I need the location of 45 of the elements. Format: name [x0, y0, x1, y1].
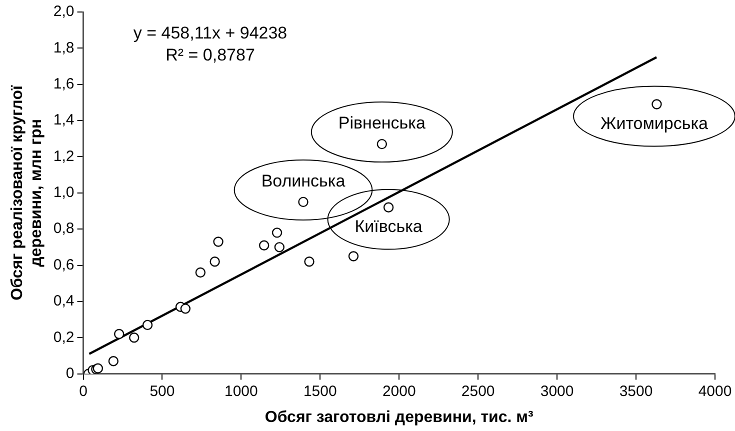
- point: [210, 256, 220, 267]
- x-tick-label: 3000: [540, 382, 574, 400]
- y-tick-label: 0: [66, 364, 74, 382]
- y-tick-label: 0,2: [53, 328, 74, 346]
- x-tick-label: 4000: [698, 382, 732, 400]
- point: [274, 242, 285, 252]
- point: [376, 138, 388, 150]
- y-tick-label: 1,4: [53, 112, 74, 129]
- y-axis-title: Обсяг реалізованої круглої деревини, млн грн: [9, 84, 46, 300]
- point: [304, 256, 314, 267]
- y-tick-label: 1,8: [53, 39, 74, 56]
- point: [195, 267, 206, 278]
- point: [213, 236, 224, 247]
- point: [383, 202, 394, 212]
- y-tick-label: 0,8: [53, 220, 74, 238]
- point: [114, 328, 124, 340]
- y-tick-label: 1,0: [53, 184, 74, 202]
- point: [298, 196, 308, 208]
- point: [652, 99, 662, 110]
- annotation: Житомирська: [600, 114, 709, 133]
- annotation: y = 458,11x + 94238: [133, 24, 288, 43]
- annotation: Рівненська: [338, 114, 426, 133]
- y-tick-label: 0,4: [53, 292, 74, 310]
- point: [142, 320, 153, 330]
- point: [180, 304, 191, 314]
- y-tick-label: 1,6: [53, 76, 74, 92]
- x-tick-label: 2500: [461, 382, 495, 400]
- point: [129, 332, 140, 343]
- x-tick-label: 2000: [382, 382, 416, 400]
- y-tick-label: 1,2: [53, 148, 74, 165]
- point: [258, 240, 270, 250]
- x-tick-label: 1500: [303, 382, 337, 400]
- x-tick-label: 0: [79, 382, 88, 400]
- x-axis-title: Обсяг заготовлі деревини, тис. м³: [264, 408, 534, 426]
- point: [108, 356, 119, 366]
- annotation: Волинська: [261, 172, 346, 191]
- y-tick-label: 2,0: [53, 3, 74, 20]
- x-tick-label: 500: [150, 382, 175, 400]
- x-tick-label: 3500: [619, 382, 653, 400]
- y-tick-label: 0,6: [53, 256, 74, 274]
- annotation: Київська: [354, 217, 423, 236]
- point: [348, 251, 359, 262]
- point: [272, 228, 282, 238]
- annotation: R² = 0,8787: [166, 46, 255, 65]
- x-tick-label: 1000: [224, 382, 258, 400]
